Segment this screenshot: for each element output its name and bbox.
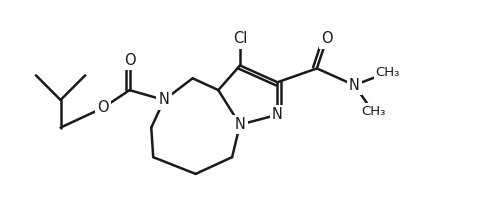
Text: CH₃: CH₃ xyxy=(361,105,385,118)
Text: CH₃: CH₃ xyxy=(376,66,400,79)
Text: N: N xyxy=(272,107,283,122)
Text: N: N xyxy=(349,78,360,93)
Text: O: O xyxy=(97,100,109,115)
Text: N: N xyxy=(235,117,245,132)
Text: O: O xyxy=(124,53,135,68)
Text: N: N xyxy=(159,92,170,108)
Text: O: O xyxy=(321,31,333,46)
Text: Cl: Cl xyxy=(233,31,247,46)
